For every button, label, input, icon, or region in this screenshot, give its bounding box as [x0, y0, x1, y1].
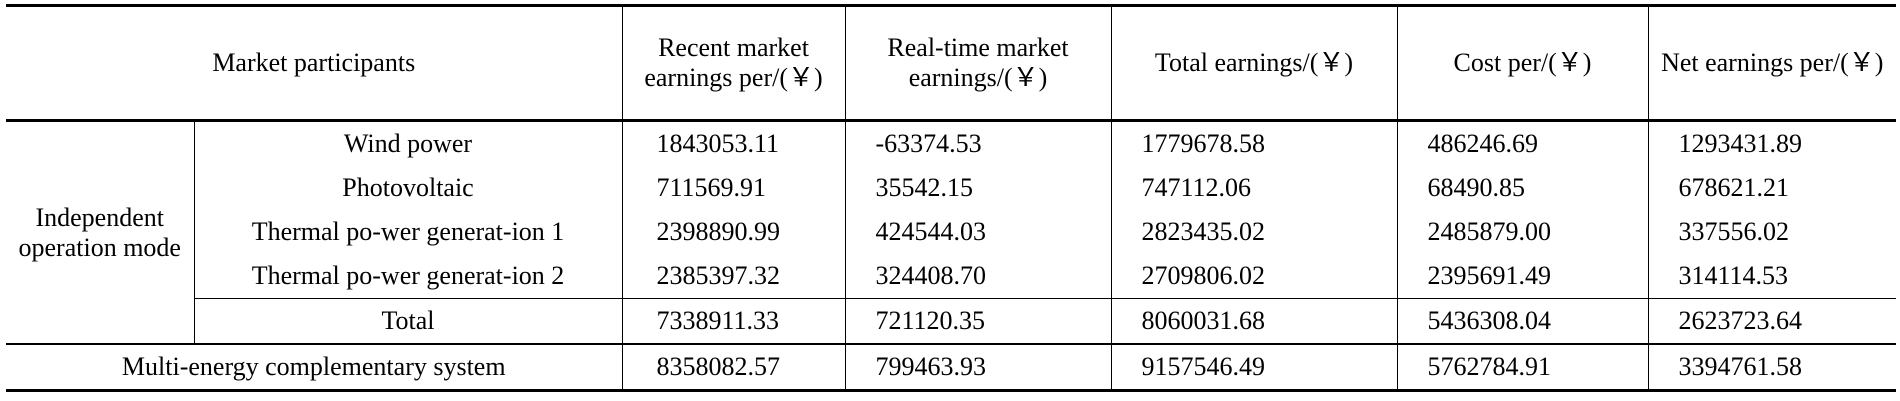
header-cell: Net earnings per/(￥): [1647, 4, 1896, 122]
value-cell: 747112.06: [1110, 166, 1398, 210]
value-cell: 8060031.68: [1110, 298, 1398, 344]
row-label: Total: [194, 298, 623, 344]
value-cell: 35542.15: [844, 166, 1112, 210]
header-cell: Cost per/(￥): [1396, 4, 1649, 122]
value-cell: 337556.02: [1647, 210, 1896, 254]
value-cell: 2385397.32: [621, 254, 846, 299]
value-cell: 68490.85: [1396, 166, 1649, 210]
value-cell: 1293431.89: [1647, 120, 1896, 166]
value-cell: 324408.70: [844, 254, 1112, 299]
value-cell: 1779678.58: [1110, 120, 1398, 166]
value-cell: 678621.21: [1647, 166, 1896, 210]
value-cell: 2398890.99: [621, 210, 846, 254]
header-cell: Total earnings/(￥): [1110, 4, 1398, 122]
value-cell: 2395691.49: [1396, 254, 1649, 299]
total-row: Total 7338911.33 721120.35 8060031.68 543630…: [6, 298, 1896, 344]
value-cell: -63374.53: [844, 120, 1112, 166]
system-row: Multi-energy complementary system 8358082…: [6, 343, 1896, 392]
value-cell: 7338911.33: [621, 298, 846, 344]
value-cell: 721120.35: [844, 298, 1112, 344]
value-cell: 8358082.57: [621, 343, 846, 392]
header-cell: Recent market earnings per/(￥): [621, 4, 846, 122]
value-cell: 1843053.11: [621, 120, 846, 166]
earnings-table: Market participants Recent market earning…: [6, 4, 1896, 392]
row-label: Thermal po-wer generat-ion 2: [194, 254, 623, 299]
group-label: Independent operation mode: [6, 120, 195, 345]
value-cell: 2623723.64: [1647, 298, 1896, 344]
data-row: Independent operation mode Wind power 1843…: [6, 120, 1896, 345]
value-cell: 2709806.02: [1110, 254, 1398, 299]
value-cell: 2823435.02: [1110, 210, 1398, 254]
row-label: Thermal po-wer generat-ion 1: [194, 210, 623, 254]
value-cell: 9157546.49: [1110, 343, 1398, 392]
row-label: Photovoltaic: [194, 166, 623, 210]
header-cell: Real-time market earnings/(￥): [844, 4, 1112, 122]
value-cell: 5762784.91: [1396, 343, 1649, 392]
value-cell: 3394761.58: [1647, 343, 1896, 392]
value-cell: 2485879.00: [1396, 210, 1649, 254]
value-cell: 486246.69: [1396, 120, 1649, 166]
data-row: Photovoltaic 711569.91 35542.15 747112.06 68…: [6, 166, 1896, 210]
header-row: Market participants Recent market earning…: [6, 4, 1896, 122]
data-row: Thermal po-wer generat-ion 1 2398890.99 42…: [6, 210, 1896, 254]
value-cell: 799463.93: [844, 343, 1112, 392]
row-label: Wind power: [193, 120, 623, 166]
value-cell: 5436308.04: [1396, 298, 1649, 344]
value-cell: 424544.03: [844, 210, 1112, 254]
row-label: Multi-energy complementary system: [6, 343, 623, 392]
value-cell: 314114.53: [1647, 254, 1896, 299]
table-body: Market participants Recent market earning…: [6, 4, 1896, 392]
header-cell: Market participants: [6, 4, 623, 122]
data-row: Thermal po-wer generat-ion 2 2385397.32 32…: [6, 254, 1896, 299]
value-cell: 711569.91: [621, 166, 846, 210]
